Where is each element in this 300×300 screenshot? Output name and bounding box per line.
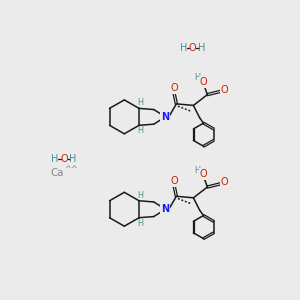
Text: O: O <box>200 169 207 179</box>
Text: Ca: Ca <box>50 168 64 178</box>
Text: O: O <box>60 154 68 164</box>
Text: O: O <box>220 85 228 95</box>
Text: H: H <box>194 73 200 82</box>
Text: H: H <box>179 43 187 53</box>
Text: H: H <box>138 126 144 135</box>
Text: H: H <box>198 43 206 53</box>
Text: N: N <box>161 204 169 214</box>
Text: N: N <box>161 112 169 122</box>
Text: O: O <box>220 177 228 188</box>
Text: O: O <box>200 76 207 86</box>
Text: ^^: ^^ <box>64 165 78 174</box>
Text: H: H <box>70 154 77 164</box>
Text: O: O <box>189 43 196 53</box>
Text: O: O <box>170 176 178 186</box>
Text: H: H <box>138 219 144 228</box>
Text: H: H <box>51 154 58 164</box>
Text: H: H <box>138 98 144 107</box>
Text: H: H <box>138 191 144 200</box>
Text: O: O <box>170 83 178 94</box>
Text: H: H <box>194 166 200 175</box>
